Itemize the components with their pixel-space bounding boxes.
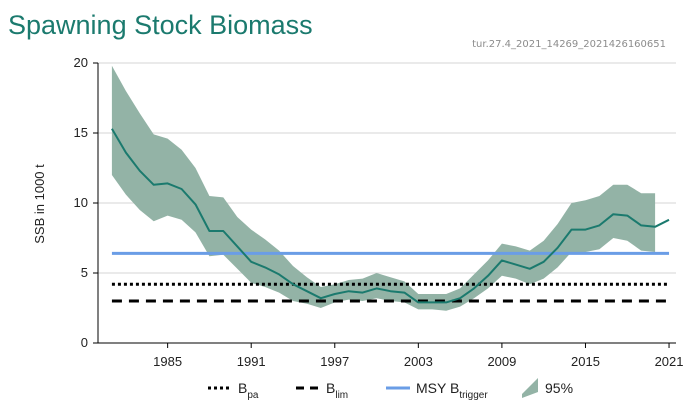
y-tick-label: 0 xyxy=(81,335,88,350)
chart-title: Spawning Stock Biomass xyxy=(8,10,313,40)
y-tick-label: 5 xyxy=(81,265,88,280)
x-axis-ticks: 1985 1991 1997 2003 2009 2015 2021 xyxy=(153,343,683,369)
x-tick-label: 1991 xyxy=(237,354,266,369)
legend-band-swatch xyxy=(522,378,538,398)
reference-lines xyxy=(111,251,670,303)
y-axis-label: SSB in 1000 t xyxy=(32,164,47,244)
legend-subscript: lim xyxy=(335,390,348,401)
y-axis-ticks: 0 5 10 15 20 xyxy=(74,55,98,350)
legend-item-3: 95% xyxy=(522,378,573,398)
confidence-band-95 xyxy=(111,65,656,311)
y-tick-label: 20 xyxy=(74,55,88,70)
legend-label: 95% xyxy=(545,380,573,396)
legend-label: MSY Btrigger xyxy=(416,380,488,401)
y-tick-label: 15 xyxy=(74,125,88,140)
legend-item-2: MSY Btrigger xyxy=(386,380,488,401)
x-tick-label: 2009 xyxy=(487,354,516,369)
ssb-series-line xyxy=(111,128,670,304)
x-tick-label: 2021 xyxy=(655,354,684,369)
x-tick-label: 2003 xyxy=(404,354,433,369)
legend-item-0: Bpa xyxy=(208,380,259,401)
x-tick-label: 1997 xyxy=(320,354,349,369)
x-tick-label: 1985 xyxy=(153,354,182,369)
legend-subscript: trigger xyxy=(459,390,488,401)
legend-label: Bpa xyxy=(238,380,259,401)
legend-subscript: pa xyxy=(247,390,259,401)
y-tick-label: 10 xyxy=(74,195,88,210)
chart-subtitle: tur.27.4_2021_14269_2021426160651 xyxy=(472,39,666,50)
legend: Bpa Blim MSY Btrigger 95% xyxy=(208,378,573,401)
legend-item-1: Blim xyxy=(296,380,348,401)
legend-label: Blim xyxy=(326,380,348,401)
x-tick-label: 2015 xyxy=(571,354,600,369)
